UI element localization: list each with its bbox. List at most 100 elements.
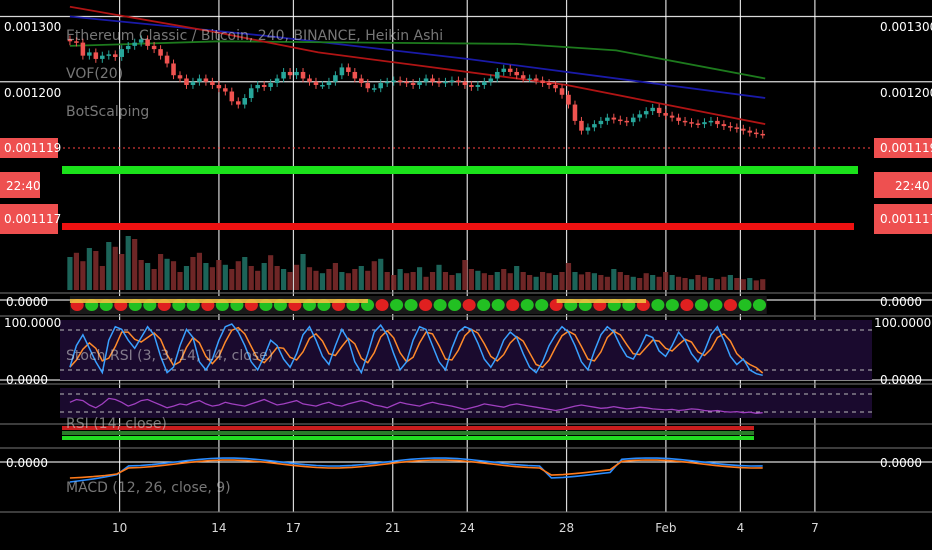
candle-body [255,85,260,89]
candle-body [410,83,416,85]
candle-body [443,81,448,84]
candle-body [158,49,163,56]
candle-body [281,71,286,79]
signal-strip-dot [448,299,462,311]
volume-bar [559,272,565,290]
volume-bar [365,270,371,290]
candle-body [546,83,552,85]
candle-body [482,81,487,85]
volume-bar [488,275,494,290]
candle-body [346,67,351,72]
stoch-top-tick: 100.0000 [4,316,61,330]
candle-body [559,88,565,95]
marker-price-value: 0.001117 [880,212,932,226]
x-tick-label: 24 [460,521,475,535]
volume-bar [546,273,552,290]
signal-row-red [62,426,754,430]
volume-bar [462,260,468,290]
candle-body [702,122,707,125]
volume-bar [326,269,332,290]
volume-bar [721,276,727,290]
volume-bar [93,251,99,290]
macd-zero-tick: 0.0000 [880,456,922,470]
signal-strip-dot [665,299,679,311]
volume-bar [119,254,125,290]
candle-body [210,81,215,85]
candle-body [164,55,170,64]
candle-body [313,81,319,85]
candle-body [242,98,248,105]
y-tick-label: 0.001200 [4,86,61,100]
candle-body [430,78,435,82]
candle-body [708,120,714,123]
volume-bar [170,261,177,290]
stoch-rsi-band [60,320,872,380]
macd-title: MACD (12, 26, close, 9) [66,480,231,496]
volume-bar [391,275,397,290]
current-price-tag [0,138,58,158]
volume-bar [637,278,643,290]
candle-body [624,120,630,123]
volume-bar [313,270,319,290]
y-tick-label: 0.001300 [4,20,61,34]
volume-bar [268,255,274,290]
volume-bar [281,269,287,290]
marker-price-tag [0,204,58,234]
candle-body [495,71,500,79]
volume-bar [112,246,118,290]
marker-price-tag [874,204,932,234]
volume-bar [164,258,170,290]
volume-bar [196,252,203,290]
countdown-value: 22:40 [895,179,930,193]
signal-strip-dot [375,299,389,311]
volume-bar [358,266,364,290]
candle-body [138,39,144,43]
candle-body [436,81,442,84]
volume-bar [643,273,649,290]
volume-bar [527,275,533,290]
candle-body [132,42,137,46]
y-tick-label: 0.001200 [880,86,932,100]
volume-bar [125,236,131,290]
macd-signal-line [69,459,763,479]
candle-body [598,120,604,125]
volume-bar [501,269,507,290]
moving-averages [69,5,766,125]
volume-bar [416,267,423,290]
volume-bar [656,276,662,290]
candle-body [125,45,131,50]
volume-bar [604,276,610,290]
candle-body [501,68,507,72]
volume-bar [67,257,73,290]
candle-body [119,49,124,57]
red-signal-bar [62,223,854,230]
candle-body [475,85,481,87]
volume-bar [384,272,390,290]
signal-strip-dot [491,299,505,311]
candle-body [417,81,422,85]
volume-bar [410,272,416,290]
signal-strip-dot [752,299,767,311]
candle-body [527,78,532,80]
countdown-value: 22:40 [6,179,41,193]
volume-bar [442,272,449,290]
x-tick-label: 28 [559,521,574,535]
candle-body [203,78,209,82]
volume-bar [747,278,753,290]
candle-body [592,124,597,128]
volume-bar [727,275,733,290]
candle-body [533,78,539,81]
candle-body [643,111,649,115]
candle-body [540,80,545,84]
volume-bar [145,263,151,290]
candle-body [469,85,474,87]
signal-row-green [62,436,754,440]
volume-bar [183,266,190,290]
volume-bar [565,263,572,290]
rsi-line [69,397,763,414]
candle-body [663,113,668,116]
volume-bar [455,273,462,290]
chart-title: Ethereum Classic / Bitcoin, 240, BINANCE… [66,28,443,44]
candle-body [753,132,759,135]
x-tick-label: Feb [655,521,676,535]
